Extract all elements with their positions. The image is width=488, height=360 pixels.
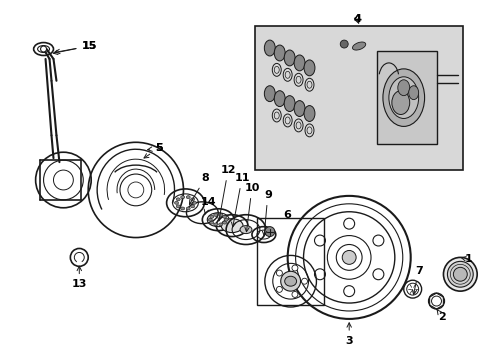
Ellipse shape	[274, 66, 279, 73]
Circle shape	[314, 235, 325, 246]
Ellipse shape	[264, 40, 275, 56]
Ellipse shape	[213, 223, 217, 226]
Ellipse shape	[190, 205, 194, 208]
Ellipse shape	[264, 86, 275, 102]
Text: 10: 10	[244, 183, 259, 232]
Bar	[254, 26, 462, 170]
Ellipse shape	[209, 215, 213, 218]
Text: 1: 1	[460, 255, 471, 264]
Ellipse shape	[209, 221, 213, 224]
Text: 3: 3	[345, 323, 352, 346]
Ellipse shape	[284, 50, 294, 66]
Ellipse shape	[221, 219, 243, 233]
Text: 9: 9	[262, 190, 271, 236]
Text: 4: 4	[352, 14, 360, 24]
Ellipse shape	[293, 73, 303, 86]
Ellipse shape	[176, 205, 180, 208]
Circle shape	[452, 267, 467, 281]
Text: 14: 14	[200, 197, 216, 214]
Ellipse shape	[208, 218, 212, 221]
Text: 15: 15	[53, 41, 97, 54]
Ellipse shape	[284, 276, 296, 286]
Ellipse shape	[285, 117, 289, 124]
Ellipse shape	[186, 196, 190, 199]
Circle shape	[314, 269, 325, 280]
Circle shape	[291, 292, 297, 297]
Text: 15: 15	[55, 41, 97, 54]
Ellipse shape	[296, 122, 301, 129]
Ellipse shape	[222, 221, 226, 224]
Ellipse shape	[213, 213, 217, 216]
Ellipse shape	[274, 45, 285, 61]
Text: 6: 6	[283, 210, 291, 220]
Circle shape	[340, 40, 347, 48]
Ellipse shape	[293, 100, 305, 117]
Text: 5: 5	[147, 143, 162, 153]
Text: 13: 13	[71, 266, 87, 289]
Circle shape	[276, 287, 282, 292]
Circle shape	[342, 251, 355, 264]
Circle shape	[264, 227, 274, 237]
Circle shape	[343, 286, 354, 297]
Ellipse shape	[391, 91, 409, 114]
Ellipse shape	[272, 63, 281, 76]
Circle shape	[343, 218, 354, 229]
Ellipse shape	[181, 196, 184, 199]
Ellipse shape	[305, 78, 313, 91]
Text: 4: 4	[352, 14, 360, 24]
Ellipse shape	[174, 201, 178, 204]
Circle shape	[276, 270, 282, 276]
Ellipse shape	[304, 60, 314, 76]
Ellipse shape	[304, 105, 314, 121]
Ellipse shape	[293, 55, 305, 71]
Ellipse shape	[274, 112, 279, 119]
Text: 11: 11	[231, 173, 249, 227]
Ellipse shape	[296, 76, 301, 83]
Ellipse shape	[352, 42, 365, 50]
Ellipse shape	[186, 207, 190, 210]
Ellipse shape	[397, 80, 409, 96]
Ellipse shape	[388, 77, 418, 118]
Circle shape	[291, 265, 297, 271]
Ellipse shape	[218, 213, 222, 216]
Ellipse shape	[272, 109, 281, 122]
Bar	[256, 218, 324, 305]
Ellipse shape	[306, 81, 311, 88]
Ellipse shape	[224, 218, 228, 221]
Ellipse shape	[306, 127, 311, 134]
Circle shape	[41, 46, 46, 52]
Circle shape	[443, 257, 476, 291]
Ellipse shape	[283, 68, 291, 81]
Ellipse shape	[218, 223, 222, 226]
Circle shape	[280, 271, 300, 291]
Ellipse shape	[192, 201, 196, 204]
Text: 2: 2	[436, 309, 446, 322]
Ellipse shape	[274, 91, 285, 107]
Text: 12: 12	[217, 165, 235, 221]
Ellipse shape	[283, 114, 291, 127]
Circle shape	[447, 261, 472, 287]
Ellipse shape	[285, 71, 289, 78]
Ellipse shape	[222, 215, 226, 218]
Ellipse shape	[190, 198, 194, 201]
Ellipse shape	[305, 124, 313, 137]
Text: 7: 7	[411, 266, 422, 294]
Ellipse shape	[181, 207, 184, 210]
Polygon shape	[376, 51, 436, 144]
Ellipse shape	[284, 96, 294, 112]
Text: 8: 8	[189, 173, 209, 204]
Ellipse shape	[408, 86, 418, 100]
Circle shape	[301, 278, 307, 284]
Ellipse shape	[240, 226, 251, 234]
Ellipse shape	[293, 119, 303, 132]
Circle shape	[372, 235, 383, 246]
Ellipse shape	[176, 198, 180, 201]
Circle shape	[372, 269, 383, 280]
Ellipse shape	[382, 69, 424, 126]
Text: 5: 5	[144, 143, 162, 158]
